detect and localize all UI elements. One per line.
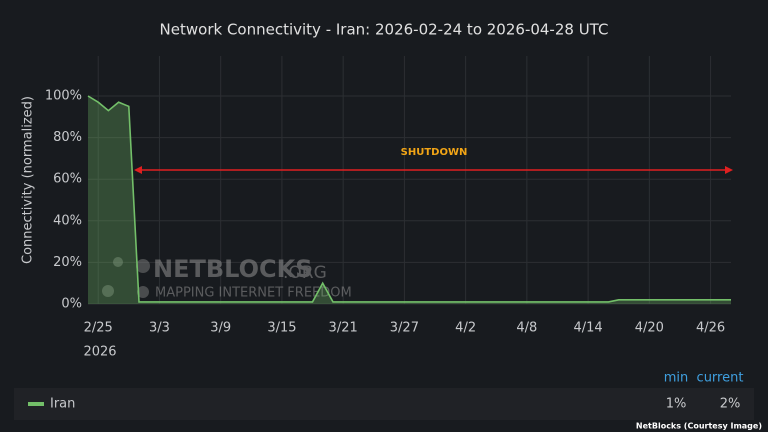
legend-header: current [697, 371, 744, 386]
x-tick-label: 3/21 [329, 321, 358, 336]
legend-value: 2% [720, 397, 741, 412]
y-tick-label: 100% [45, 89, 82, 104]
y-tick-label: 80% [53, 130, 82, 145]
annotation: SHUTDOWN [401, 147, 468, 158]
legend-header: min [664, 371, 689, 386]
legend-value: 1% [666, 397, 687, 412]
y-tick-label: 60% [53, 172, 82, 187]
watermark-text: NETBLOCKS [153, 255, 312, 283]
shutdown-arrow [134, 166, 733, 174]
legend-label: Iran [50, 397, 75, 412]
y-axis-label: Connectivity (normalized) [21, 96, 36, 264]
x-year-label: 2026 [83, 345, 116, 360]
y-tick-label: 0% [61, 297, 82, 312]
x-tick-label: 3/3 [149, 321, 170, 336]
watermark-text: .ORG [283, 263, 327, 283]
legend [14, 388, 754, 420]
watermark-text: MAPPING INTERNET FREEDOM [155, 286, 352, 301]
x-tick-label: 4/14 [574, 321, 603, 336]
credit: NetBlocks (Courtesy Image) [636, 422, 762, 431]
x-tick-label: 4/8 [516, 321, 537, 336]
x-tick-label: 4/2 [455, 321, 476, 336]
x-tick-label: 3/27 [390, 321, 419, 336]
line [87, 95, 731, 303]
x-tick-label: 3/15 [267, 321, 296, 336]
watermark: NETBLOCKS .ORG MAPPING INTERNET FREEDOM [102, 255, 352, 301]
x-tick-label: 4/26 [696, 321, 725, 336]
chart-title: Network Connectivity - Iran: 2026-02-24 … [160, 21, 609, 39]
y-tick-label: 20% [53, 255, 82, 270]
x-tick-label: 3/9 [210, 321, 231, 336]
x-tick-label: 2/25 [84, 321, 113, 336]
y-tick-label: 40% [53, 213, 82, 228]
x-tick-label: 4/20 [635, 321, 664, 336]
